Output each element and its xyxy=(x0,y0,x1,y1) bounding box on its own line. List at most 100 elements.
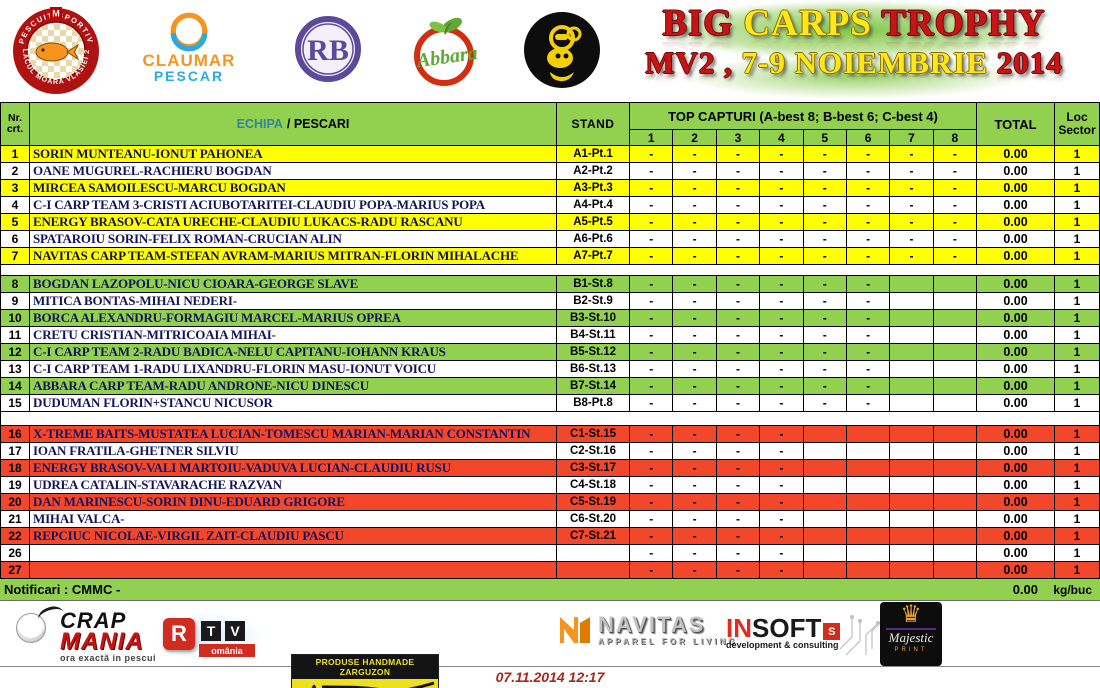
capture-cell: - xyxy=(716,545,761,562)
loc-sector-cell: 1 xyxy=(1055,214,1100,231)
claumar-pescar-logo: CLAUMAR PESCAR xyxy=(133,10,245,84)
total-cell: 0.00 xyxy=(977,197,1055,214)
rb-logo: RB xyxy=(295,16,361,82)
insoft-s-icon: S xyxy=(823,623,841,640)
total-cell: 0.00 xyxy=(977,511,1055,528)
row-number-cell: 27 xyxy=(1,562,30,579)
capture-cell xyxy=(803,528,847,545)
total-cell: 0.00 xyxy=(977,477,1055,494)
capture-cell: - xyxy=(630,293,674,310)
capture-cell: - xyxy=(673,511,717,528)
capture-cell xyxy=(933,545,977,562)
capture-cell: - xyxy=(673,180,717,197)
row-number-cell: 4 xyxy=(1,197,30,214)
capture-cell: - xyxy=(630,562,674,579)
stand-cell: C3-St.17 xyxy=(557,460,630,477)
table-row: 15 DUDUMAN FLORIN+STANCU NICUSOR B8-Pt.8- -… xyxy=(1,395,1100,412)
capture-cell: - xyxy=(933,248,977,265)
capture-cell: - xyxy=(630,231,674,248)
team-cell: ABBARA CARP TEAM-RADU ANDRONE-NICU DINES… xyxy=(30,378,557,395)
loc-sector-cell: 1 xyxy=(1055,231,1100,248)
capture-cell: - xyxy=(760,426,804,443)
capture-cell: - xyxy=(630,426,674,443)
capture-cell xyxy=(890,545,934,562)
table-header: Nr. crt. ECHIPA / PESCARI STAND TOP CAPT… xyxy=(1,103,1100,146)
total-cell: 0.00 xyxy=(977,248,1055,265)
capture-cell: - xyxy=(716,344,761,361)
capture-cell: - xyxy=(803,248,847,265)
capture-cell xyxy=(846,528,891,545)
capture-cell xyxy=(890,562,934,579)
row-number-cell: 10 xyxy=(1,310,30,327)
total-cell: 0.00 xyxy=(977,460,1055,477)
loc-label-2: Sector xyxy=(1058,123,1096,137)
row-number-cell: 3 xyxy=(1,180,30,197)
capture-cell xyxy=(890,511,934,528)
total-cell: 0.00 xyxy=(977,163,1055,180)
capture-cell xyxy=(803,494,847,511)
capture-cell: - xyxy=(630,163,674,180)
total-cell: 0.00 xyxy=(977,562,1055,579)
team-cell: C-I CARP TEAM 1-RADU LIXANDRU-FLORIN MAS… xyxy=(30,361,557,378)
capture-cell xyxy=(846,562,891,579)
capture-cell xyxy=(933,477,977,494)
loc-sector-cell: 1 xyxy=(1055,511,1100,528)
stand-cell xyxy=(557,562,630,579)
row-number-cell: 26 xyxy=(1,545,30,562)
team-cell: OANE MUGUREL-RACHIERU BOGDAN xyxy=(30,163,557,180)
row-number-cell: 6 xyxy=(1,231,30,248)
capture-cell: - xyxy=(673,426,717,443)
capture-cell: - xyxy=(803,231,847,248)
capture-cell: - xyxy=(803,310,847,327)
rtv-romania-text: omânia xyxy=(199,644,255,657)
stand-cell: A1-Pt.1 xyxy=(557,146,630,163)
total-cell: 0.00 xyxy=(977,378,1055,395)
stand-cell: B3-St.10 xyxy=(557,310,630,327)
team-cell: CRETU CRISTIAN-MITRICOAIA MIHAI- xyxy=(30,327,557,344)
row-number-cell: 15 xyxy=(1,395,30,412)
team-cell: DAN MARINESCU-SORIN DINU-EDUARD GRIGORE xyxy=(30,494,557,511)
capture-cell xyxy=(890,477,934,494)
capture-cell: - xyxy=(716,511,761,528)
capture-cell: - xyxy=(716,310,761,327)
col-header-top-capturi: TOP CAPTURI (A-best 8; B-best 6; C-best … xyxy=(630,103,977,130)
capture-cell xyxy=(933,460,977,477)
insoft-soft: SOFT xyxy=(752,613,822,643)
capture-cell: - xyxy=(630,197,674,214)
col-header-loc-sector: Loc Sector xyxy=(1055,103,1100,146)
capture-cell: - xyxy=(803,327,847,344)
header-band: PESCUIT SPORTIV LACUL MOARA VLASIEI 2 M … xyxy=(0,0,1100,101)
capture-cell xyxy=(890,378,934,395)
capture-cell: - xyxy=(760,248,804,265)
table-row: 22 REPCIUC NICOLAE-VIRGIL ZAIT-CLAUDIU PA… xyxy=(1,528,1100,545)
stand-cell: C6-St.20 xyxy=(557,511,630,528)
table-row: 21 MIHAI VALCA- C6-St.20- - - -0.00 1 xyxy=(1,511,1100,528)
notificari-total: 0.00 xyxy=(1012,582,1038,597)
capture-cell: - xyxy=(630,378,674,395)
capture-cell: - xyxy=(933,231,977,248)
capture-cell: - xyxy=(630,528,674,545)
capture-cell: - xyxy=(716,248,761,265)
title-big: BIG xyxy=(662,3,734,44)
loc-sector-cell: 1 xyxy=(1055,494,1100,511)
team-cell: BORCA ALEXANDRU-FORMAGIU MARCEL-MARIUS O… xyxy=(30,310,557,327)
rtv-v-icon: V xyxy=(225,621,245,641)
col-header-team: ECHIPA / PESCARI xyxy=(30,103,557,146)
capture-cell: - xyxy=(760,310,804,327)
capture-cell xyxy=(933,361,977,378)
stand-cell: A7-Pt.7 xyxy=(557,248,630,265)
table-body: 1 SORIN MUNTEANU-IONUT PAHONEA A1-Pt.1- - - -… xyxy=(1,146,1100,579)
capture-cell: - xyxy=(890,197,934,214)
capture-cell xyxy=(890,460,934,477)
capture-cell xyxy=(803,477,847,494)
capture-cell xyxy=(890,528,934,545)
row-number-cell: 9 xyxy=(1,293,30,310)
row-number-cell: 17 xyxy=(1,443,30,460)
majestic-sub: PRINT xyxy=(894,647,928,653)
capture-cell: - xyxy=(673,344,717,361)
capture-cell xyxy=(846,426,891,443)
crapmania-tagline: ora exactă in pescuit xyxy=(60,653,160,663)
rtv-t-icon: T xyxy=(201,621,221,641)
stand-cell: B6-St.13 xyxy=(557,361,630,378)
capture-cell xyxy=(803,426,847,443)
